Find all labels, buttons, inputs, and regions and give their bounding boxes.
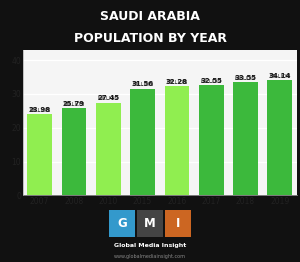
Text: MILLION: MILLION (201, 73, 222, 84)
Bar (268, 80, 292, 195)
Text: 31.56: 31.56 (132, 81, 154, 87)
Bar (130, 89, 155, 195)
Text: MILLION: MILLION (269, 68, 290, 79)
Text: Global Media Insight: Global Media Insight (114, 243, 186, 248)
Text: MILLION: MILLION (98, 90, 119, 101)
Bar (27, 114, 52, 195)
Bar (199, 85, 224, 195)
Bar (61, 108, 86, 195)
Bar (165, 210, 191, 237)
Text: I: I (176, 217, 180, 230)
Bar (109, 210, 135, 237)
Text: 27.45: 27.45 (97, 95, 119, 101)
Bar (137, 210, 163, 237)
Text: 25.79: 25.79 (63, 101, 85, 107)
Text: 33.55: 33.55 (235, 75, 256, 81)
Bar (233, 82, 258, 195)
Text: G: G (117, 217, 127, 230)
Text: M: M (144, 217, 156, 230)
Text: MILLION: MILLION (166, 74, 188, 85)
Text: 32.28: 32.28 (166, 79, 188, 85)
Text: MILLION: MILLION (132, 77, 153, 87)
Text: MILLION: MILLION (63, 96, 85, 107)
Bar (165, 86, 189, 195)
Text: 32.55: 32.55 (200, 78, 222, 84)
Text: POPULATION BY YEAR: POPULATION BY YEAR (74, 32, 226, 46)
Text: 34.14: 34.14 (268, 73, 291, 79)
Text: 23.98: 23.98 (28, 107, 51, 113)
Text: MILLION: MILLION (235, 70, 256, 81)
Text: SAUDI ARABIA: SAUDI ARABIA (100, 9, 200, 23)
Bar (96, 103, 121, 195)
Text: www.globalmediainsight.com: www.globalmediainsight.com (114, 254, 186, 259)
Text: MILLION: MILLION (29, 102, 50, 113)
